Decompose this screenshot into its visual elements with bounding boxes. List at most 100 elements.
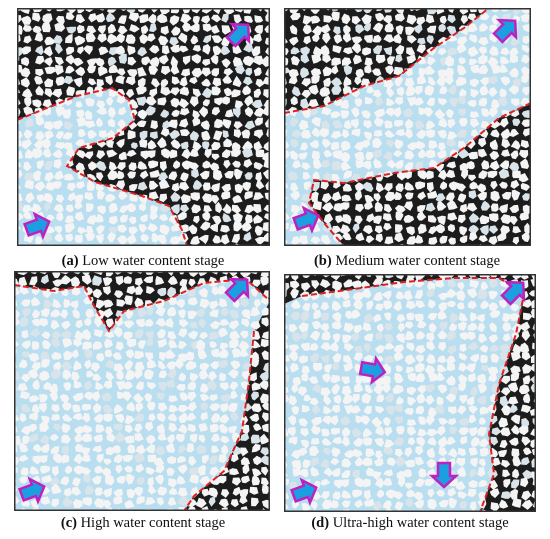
grain (160, 161, 167, 172)
grain (92, 373, 102, 382)
grain (70, 300, 79, 310)
grain (208, 496, 216, 507)
grain (383, 34, 394, 43)
grain (73, 77, 83, 88)
grain (363, 120, 372, 129)
grain (334, 288, 344, 299)
grain (74, 211, 85, 222)
grain (61, 320, 71, 330)
grain (354, 182, 365, 192)
grain (467, 396, 475, 406)
grain (459, 88, 467, 98)
grain (340, 479, 350, 488)
grain (230, 499, 239, 508)
grain (513, 8, 523, 15)
grain (467, 300, 477, 310)
grain (259, 380, 269, 391)
caption: (a) Low water content stage (8, 253, 278, 270)
grain (290, 117, 299, 127)
grain (211, 412, 221, 423)
grain (171, 26, 181, 36)
grain (253, 129, 264, 139)
grain (62, 338, 73, 348)
grain (521, 457, 530, 465)
grain (41, 339, 51, 350)
grain (381, 382, 391, 394)
grain (189, 162, 199, 171)
grain (415, 478, 425, 488)
grain (233, 121, 243, 130)
grain (231, 142, 241, 152)
grain (396, 314, 406, 323)
grain (61, 330, 72, 340)
grain (488, 334, 499, 344)
grain (20, 67, 31, 78)
grain (250, 434, 261, 444)
grain (228, 402, 238, 413)
grain (520, 158, 530, 169)
grain (311, 302, 319, 311)
grain (27, 368, 39, 379)
grain (510, 150, 519, 160)
grain (352, 489, 363, 498)
grain (129, 24, 140, 33)
grain (210, 54, 219, 65)
grain (252, 468, 262, 478)
grain (491, 14, 500, 25)
grain (300, 46, 310, 56)
grain (290, 236, 302, 245)
grain (221, 191, 231, 200)
grain (477, 467, 486, 477)
grain (230, 360, 241, 370)
grain (446, 362, 456, 372)
grain (134, 432, 144, 442)
grain (332, 280, 343, 292)
grain (323, 77, 331, 87)
grain (139, 14, 149, 23)
grain (343, 279, 353, 288)
caption-text: Medium water content stage (335, 253, 501, 269)
grain (136, 120, 147, 128)
caption-label: (b) (313, 253, 332, 269)
grain (361, 160, 372, 170)
grain (160, 78, 169, 88)
grain (159, 224, 170, 236)
grain (72, 404, 81, 413)
grain (375, 450, 383, 460)
grain (84, 151, 94, 160)
grain (112, 445, 121, 454)
grain (512, 78, 521, 88)
grain (229, 468, 240, 476)
grain (25, 148, 35, 159)
grain (500, 491, 511, 499)
grain (261, 412, 270, 422)
grain (301, 365, 310, 375)
grain (232, 107, 241, 118)
grain (137, 181, 148, 191)
grain (134, 361, 145, 373)
grain (322, 66, 332, 77)
grain (166, 306, 177, 317)
grain (529, 408, 536, 416)
grain (134, 413, 144, 422)
grain (354, 190, 363, 201)
grain (240, 416, 249, 425)
grain (201, 87, 212, 98)
grain (302, 15, 312, 25)
grain (204, 148, 212, 159)
grain (415, 181, 426, 190)
grain (301, 78, 311, 87)
grain (341, 290, 350, 301)
grain (319, 45, 330, 57)
grain (310, 15, 321, 24)
grain (458, 25, 468, 36)
grain (151, 232, 161, 243)
grain (67, 192, 77, 202)
grain (480, 281, 489, 290)
grain (438, 417, 449, 426)
grain (470, 436, 481, 447)
grain (476, 183, 487, 193)
grain (354, 477, 366, 488)
grain (427, 312, 437, 321)
grain (105, 474, 115, 486)
